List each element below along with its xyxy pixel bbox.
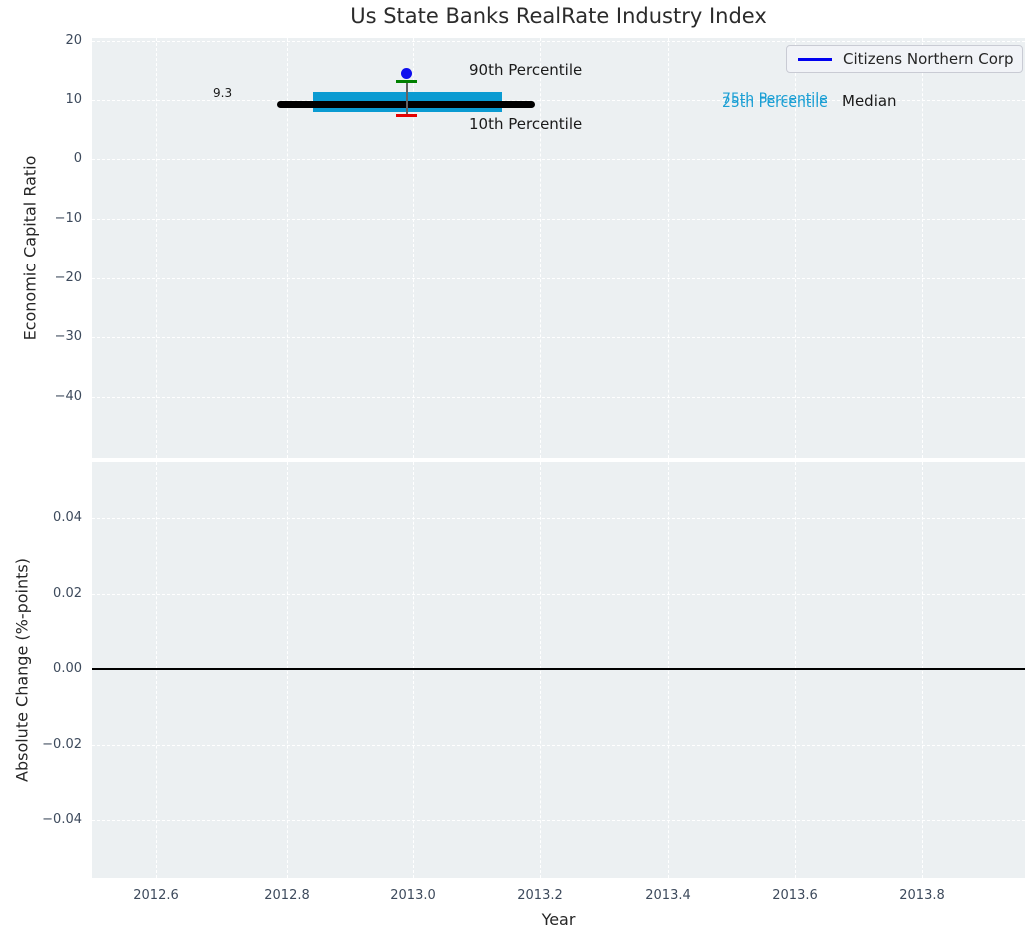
legend-line-sample	[798, 57, 832, 61]
gridline-horizontal	[92, 820, 1025, 821]
gridline-vertical	[413, 462, 414, 878]
gridline-vertical	[668, 462, 669, 878]
y-tick-label: −40	[54, 389, 82, 404]
x-tick-label: 2013.2	[517, 888, 563, 903]
y-tick-label: 20	[65, 33, 82, 48]
x-tick-label: 2013.0	[390, 888, 436, 903]
percentile-whisker-line	[406, 82, 408, 116]
annotation-10th-percentile: 10th Percentile	[469, 115, 583, 133]
median-value-label: 9.3	[213, 86, 233, 100]
y-tick-label: 0.04	[53, 510, 82, 525]
gridline-vertical	[540, 38, 541, 458]
y-tick-label: −30	[54, 329, 82, 344]
p10-cap	[396, 114, 417, 117]
y-tick-label: 0	[73, 151, 82, 166]
gridline-vertical	[540, 462, 541, 878]
gridline-horizontal	[92, 745, 1025, 746]
gridline-vertical	[922, 38, 923, 458]
x-axis-label: Year	[541, 910, 576, 929]
gridline-vertical	[795, 38, 796, 458]
p90-cap	[396, 80, 417, 83]
annotation-25th-percentile: 25th Percentile	[722, 95, 828, 111]
y-tick-label: −20	[54, 270, 82, 285]
gridline-horizontal	[92, 337, 1025, 338]
legend: Citizens Northern Corp	[786, 45, 1023, 73]
y-tick-label: −10	[54, 211, 82, 226]
y-tick-label: −0.02	[42, 737, 82, 752]
legend-series-label: Citizens Northern Corp	[843, 50, 1014, 68]
y-tick-label: 10	[65, 92, 82, 107]
gridline-horizontal	[92, 41, 1025, 42]
gridline-vertical	[156, 38, 157, 458]
y-tick-label: −0.04	[42, 812, 82, 827]
gridline-horizontal	[92, 594, 1025, 595]
annotation-90th-percentile: 90th Percentile	[469, 61, 583, 79]
gridline-horizontal	[92, 397, 1025, 398]
gridline-horizontal	[92, 278, 1025, 279]
chart-title: Us State Banks RealRate Industry Index	[350, 4, 767, 28]
gridline-horizontal	[92, 100, 1025, 101]
gridline-horizontal	[92, 518, 1025, 519]
gridline-vertical	[795, 462, 796, 878]
gridline-vertical	[287, 38, 288, 458]
gridline-vertical	[287, 462, 288, 878]
top-plot-area: 90th Percentile 10th Percentile 75th Per…	[92, 38, 1025, 458]
gridline-horizontal	[92, 219, 1025, 220]
y-tick-label: 0.02	[53, 586, 82, 601]
y-axis-label-top: Economic Capital Ratio	[20, 155, 40, 341]
x-tick-label: 2013.4	[645, 888, 691, 903]
x-tick-label: 2012.6	[133, 888, 179, 903]
gridline-horizontal	[92, 159, 1025, 160]
zero-reference-line	[92, 668, 1025, 670]
annotation-75th-percentile: 75th Percentile	[722, 91, 828, 107]
gridline-vertical	[413, 38, 414, 458]
y-tick-label: 0.00	[53, 661, 82, 676]
x-tick-label: 2013.8	[899, 888, 945, 903]
gridline-vertical	[668, 38, 669, 458]
x-tick-label: 2013.6	[772, 888, 818, 903]
x-tick-label: 2012.8	[264, 888, 310, 903]
gridline-vertical	[922, 462, 923, 878]
annotation-median: Median	[842, 92, 897, 110]
gridline-vertical	[156, 462, 157, 878]
bottom-plot-area	[92, 462, 1025, 878]
company-data-point	[401, 68, 412, 79]
